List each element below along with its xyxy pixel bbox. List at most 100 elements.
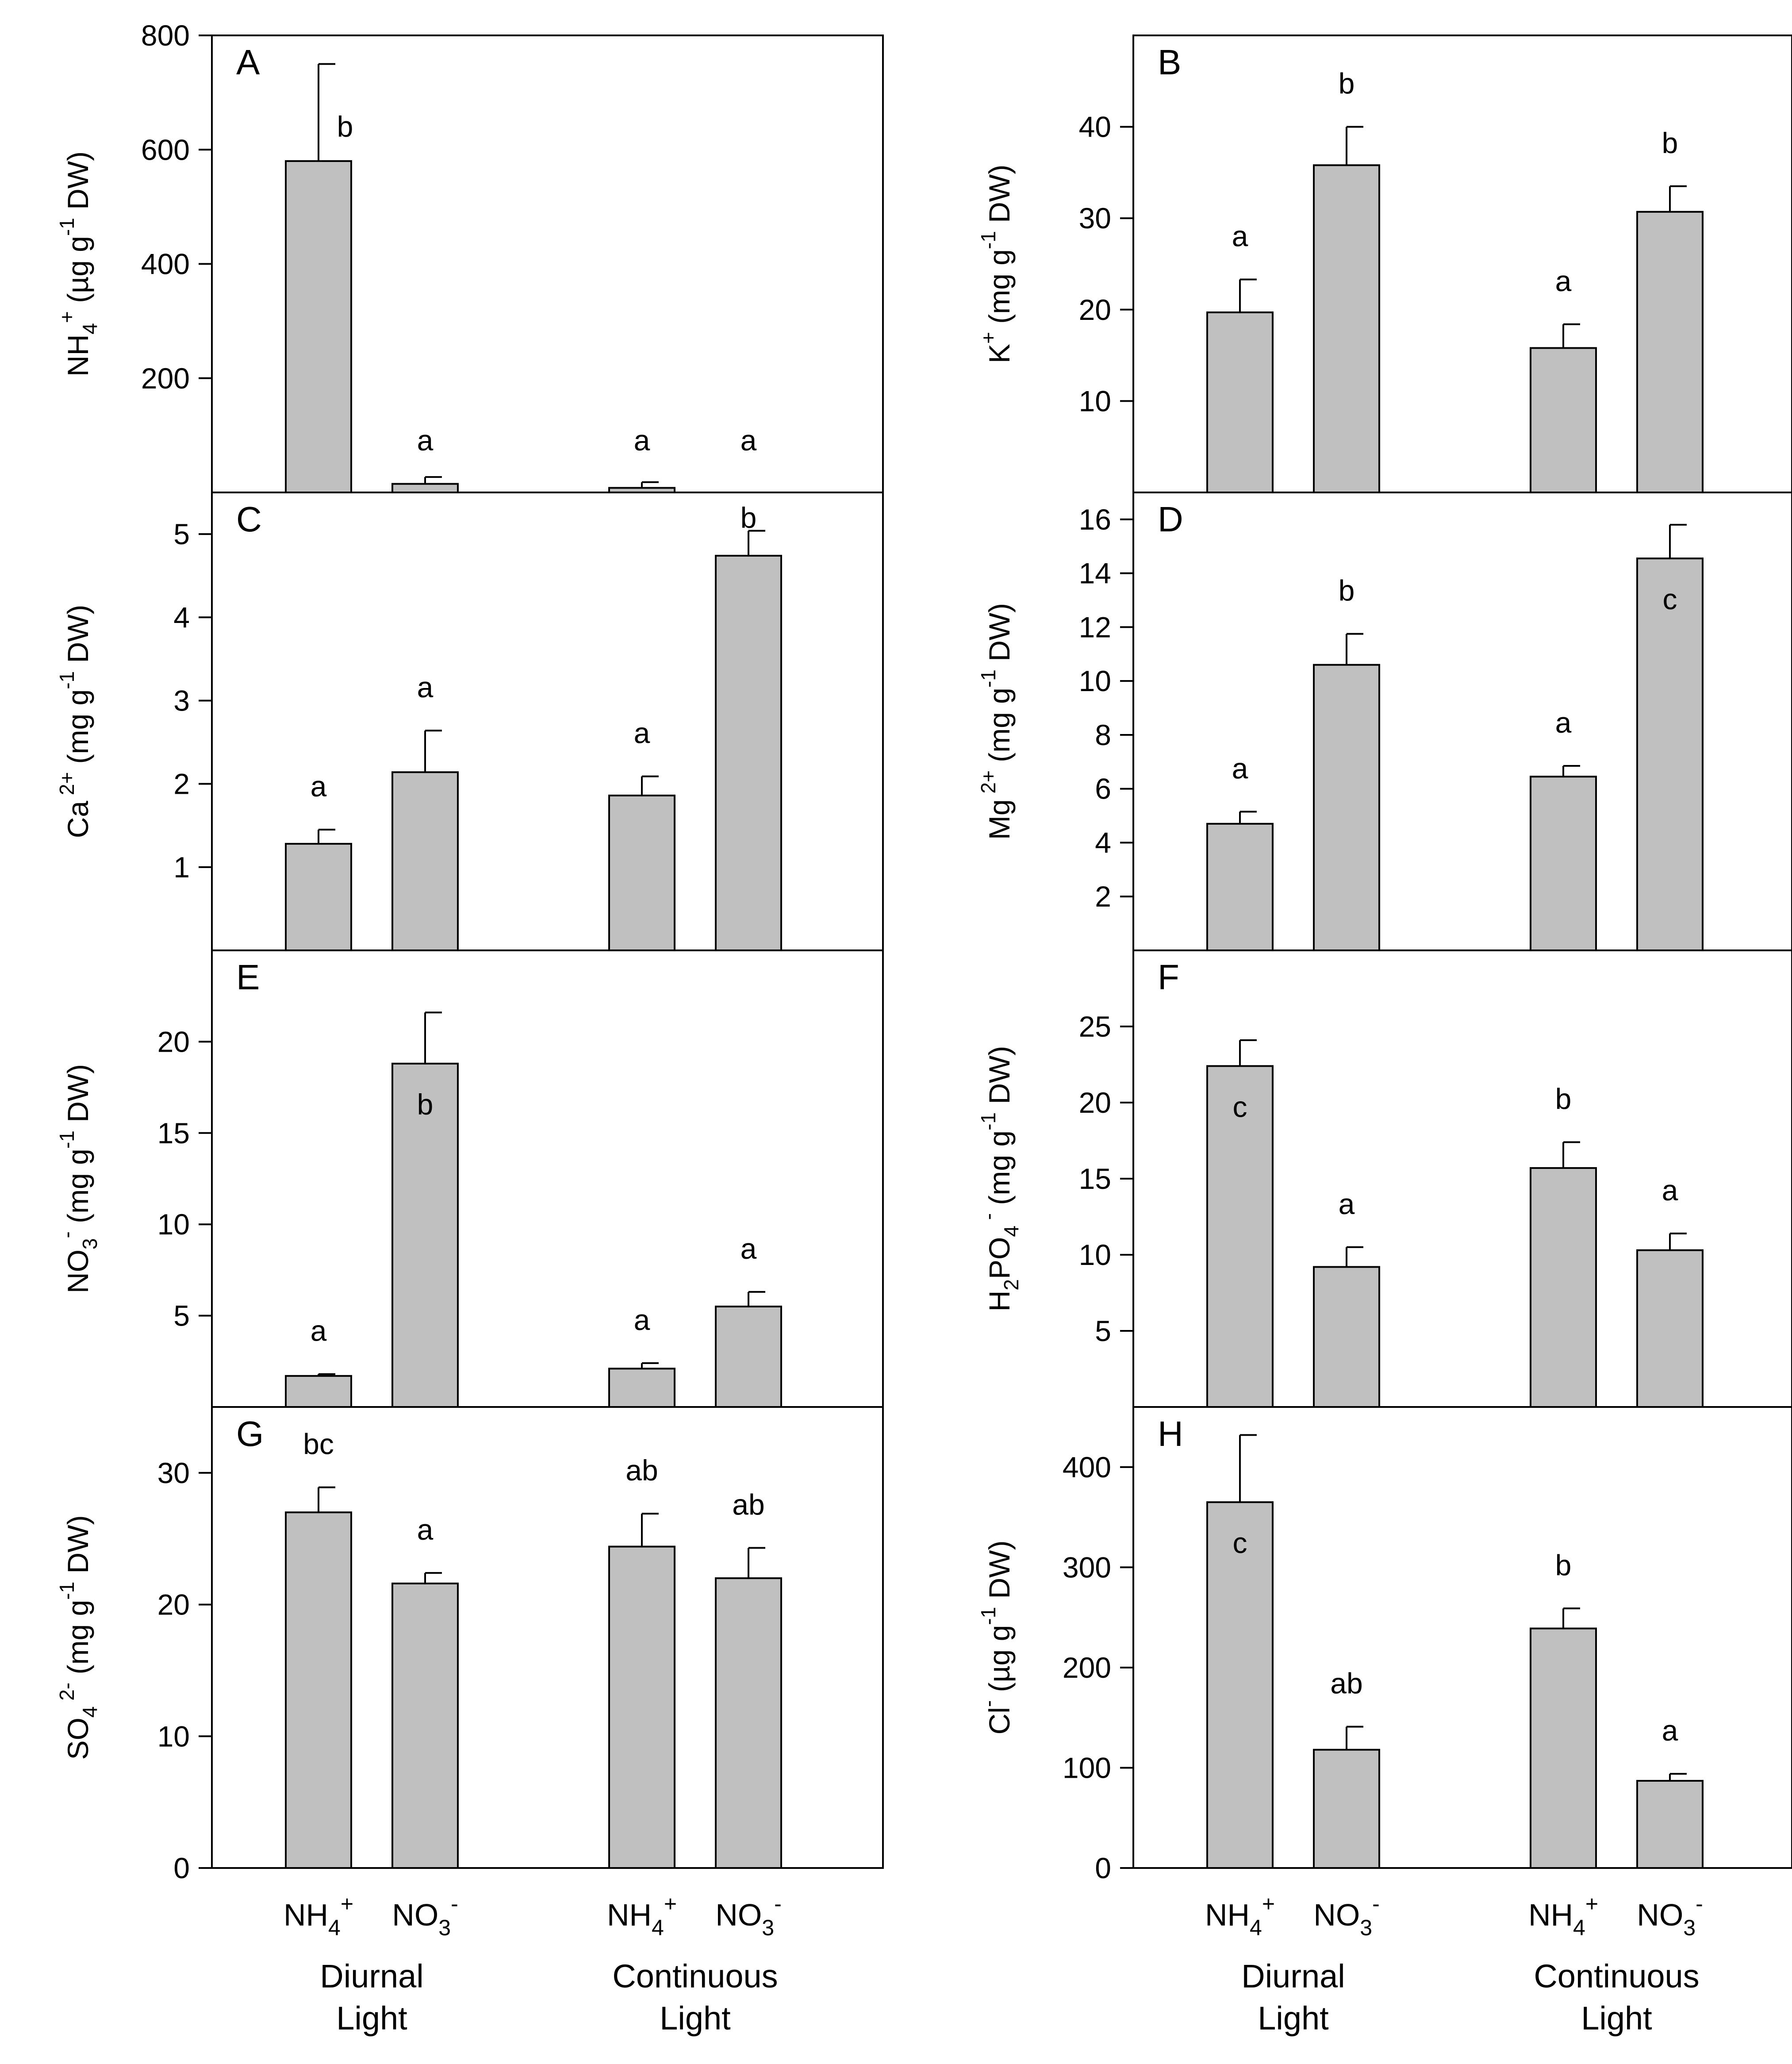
panel-f: F 5 10 15 20 25 H2PO4 - (mg g-1 DW) c a b a: [977, 949, 1792, 1408]
panel-d: D 2 4 6 8 10 12 14 16 Mg 2+ (mg g-1 DW) a b a c: [977, 492, 1792, 952]
y-tick-label: 200: [141, 362, 190, 395]
bar: [1206, 1501, 1274, 1869]
significance-letter: b: [337, 110, 353, 143]
significance-letter: a: [417, 1513, 434, 1546]
significance-letter: a: [1232, 752, 1248, 784]
x-category-label: NH4+: [607, 1891, 677, 1940]
bar: [1206, 1065, 1274, 1408]
y-tick-label: 4: [1095, 826, 1111, 859]
significance-letter: c: [1233, 1526, 1247, 1559]
bar: [391, 483, 459, 493]
y-tick-label: 20: [157, 1588, 190, 1621]
y-tick-label: 400: [141, 248, 190, 281]
panel-letter: B: [1158, 42, 1181, 82]
x-group-label: Light: [336, 2000, 407, 2037]
y-tick-label: 3: [173, 684, 190, 717]
bar: [715, 1305, 782, 1408]
bar: [608, 1545, 675, 1869]
bar: [1530, 1167, 1597, 1408]
x-axis-labels: NH4+ NO3- NH4+ NO3- Diurnal Light Continuous Li…: [284, 1891, 1703, 2037]
bar: [285, 1375, 352, 1408]
y-tick-label: 8: [1095, 719, 1111, 751]
significance-letter: b: [1339, 67, 1355, 100]
bar: [1313, 1266, 1380, 1408]
significance-letter: a: [1662, 1174, 1678, 1207]
bar: [1206, 823, 1274, 951]
y-tick-label: 400: [1063, 1451, 1111, 1484]
bar: [285, 1511, 352, 1869]
significance-letter: c: [1663, 583, 1677, 615]
x-group-label: Light: [660, 2000, 731, 2037]
significance-letter: ab: [732, 1488, 764, 1521]
y-tick-label: 800: [141, 19, 190, 52]
y-tick-label: 10: [1079, 384, 1111, 417]
x-category-label: NH4+: [1205, 1891, 1275, 1940]
x-category-label: NO3-: [1637, 1891, 1703, 1940]
significance-letter: b: [1339, 574, 1355, 607]
significance-letter: a: [1232, 220, 1248, 253]
bar: [391, 771, 459, 951]
x-category-label: NH4+: [1528, 1891, 1598, 1940]
x-group-label: Continuous: [1534, 1958, 1699, 1995]
significance-letter: ab: [625, 1454, 658, 1487]
bar: [285, 160, 352, 493]
x-group-label: Light: [1258, 2000, 1329, 2037]
bar: [715, 555, 782, 951]
significance-letter: a: [634, 424, 650, 457]
y-tick-label: 25: [1079, 1010, 1111, 1043]
panel-letter: E: [236, 957, 260, 997]
y-tick-label: 16: [1079, 503, 1111, 536]
y-tick-label: 40: [1079, 111, 1111, 143]
significance-letter: a: [417, 424, 434, 457]
significance-letter: c: [1233, 1090, 1247, 1123]
bar: [608, 794, 675, 951]
significance-letter: b: [1555, 1549, 1572, 1581]
panel-g: G 0 10 20 30 SO4 2- (mg g-1 DW) bc a ab ab: [55, 1406, 884, 1884]
significance-letter: a: [1555, 706, 1572, 739]
bar: [715, 1577, 782, 1869]
y-tick-label: 5: [173, 1299, 190, 1332]
x-category-label: NO3-: [392, 1891, 458, 1940]
x-axis-right: NH4+ NO3- NH4+ NO3- Diurnal Light Continuous Li…: [1205, 1891, 1703, 2037]
y-tick-label: 20: [1079, 1086, 1111, 1119]
significance-letter: b: [417, 1088, 434, 1121]
y-tick-label: 14: [1079, 557, 1111, 590]
bar: [1636, 557, 1704, 951]
panel-letter: A: [236, 42, 260, 82]
y-tick-label: 5: [1095, 1315, 1111, 1347]
bar: [1206, 311, 1274, 493]
bar: [1313, 164, 1380, 493]
significance-letter: a: [417, 671, 434, 703]
y-tick-label: 2: [1095, 880, 1111, 913]
significance-letter: a: [1555, 265, 1572, 297]
significance-letter: a: [634, 717, 650, 749]
significance-letter: ab: [1330, 1667, 1362, 1700]
bar: [1636, 1780, 1704, 1869]
y-axis-label: NH4+ (µg g-1 DW): [55, 151, 101, 377]
panel-h: H 0 100 200 300 400 Cl- (µg g-1 DW) c ab b a: [977, 1406, 1792, 1884]
significance-letter: bc: [303, 1428, 334, 1461]
y-tick-label: 4: [173, 601, 190, 634]
panel-letter: C: [236, 500, 262, 539]
y-axis-label: Cl- (µg g-1 DW): [977, 1541, 1016, 1735]
y-tick-label: 0: [173, 1852, 190, 1884]
panel-a: A 200 400 600 800 NH4+ (µg g-1 DW) b a a a: [55, 19, 884, 494]
y-axis-label: H2PO4 - (mg g-1 DW): [977, 1046, 1023, 1312]
panel-letter: G: [236, 1414, 264, 1453]
y-tick-label: 300: [1063, 1551, 1111, 1584]
x-group-label: Light: [1581, 2000, 1652, 2037]
significance-letter: a: [1662, 1714, 1678, 1747]
x-group-label: Diurnal: [320, 1958, 423, 1995]
y-tick-label: 600: [141, 133, 190, 166]
y-tick-label: 10: [157, 1720, 190, 1753]
significance-letter: a: [741, 424, 757, 457]
bar: [1530, 1627, 1597, 1869]
x-category-label: NO3-: [715, 1891, 781, 1940]
y-tick-label: 10: [157, 1208, 190, 1241]
panel-letter: H: [1158, 1414, 1183, 1453]
bar: [391, 1582, 459, 1869]
y-tick-label: 12: [1079, 611, 1111, 643]
y-tick-label: 1: [173, 851, 190, 884]
y-tick-label: 30: [157, 1457, 190, 1489]
